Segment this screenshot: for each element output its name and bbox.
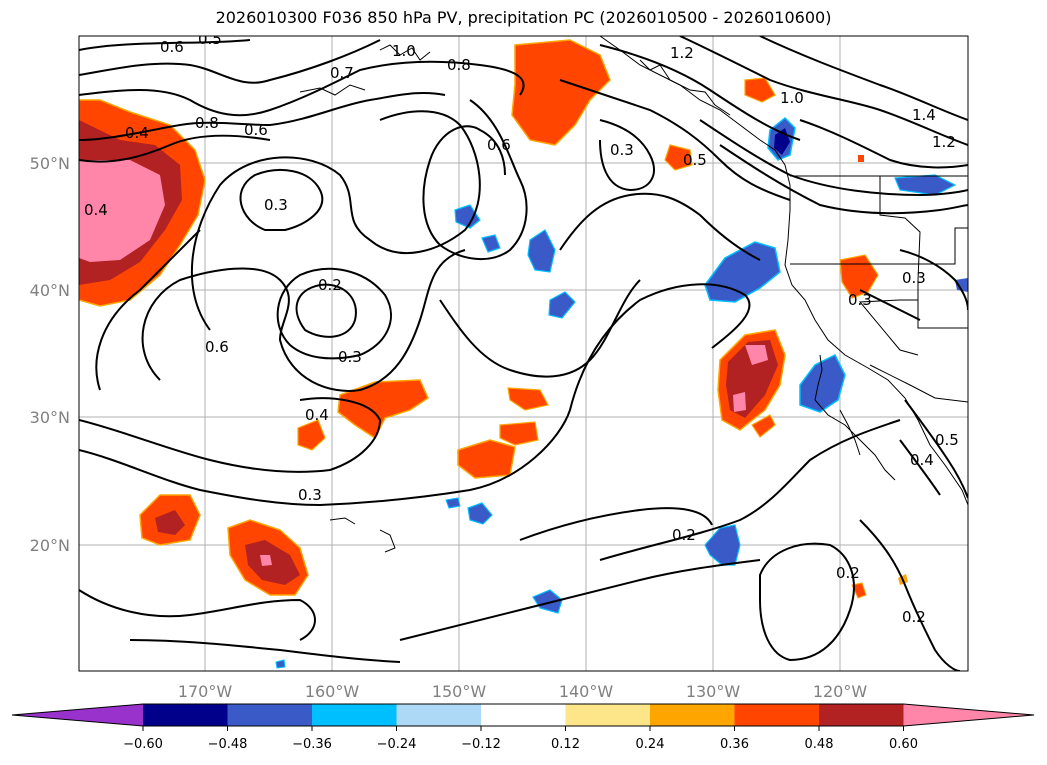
lon-label: 130°W xyxy=(686,682,741,701)
colorbar-segment xyxy=(481,704,566,726)
colorbar-segment xyxy=(227,704,313,726)
contour-label: 0.3 xyxy=(610,141,634,159)
colorbar-segment xyxy=(650,704,735,726)
colorbar-segment xyxy=(143,704,228,726)
colorbar-tick-label: −0.36 xyxy=(292,737,332,752)
contour-label: 0.8 xyxy=(447,56,471,74)
map-frame xyxy=(78,35,969,672)
colorbar-segment xyxy=(565,704,651,726)
lat-label: 50°N xyxy=(30,154,70,173)
contour-label: 0.5 xyxy=(935,431,959,449)
contour-label: 0.3 xyxy=(848,291,872,309)
contour-label: 0.7 xyxy=(330,64,354,82)
contour-label: 0.2 xyxy=(318,276,342,294)
colorbar-tick-label: −0.12 xyxy=(461,737,501,752)
contour-label: 0.6 xyxy=(244,121,268,139)
longitude-labels: 170°W 160°W 150°W 140°W 130°W 120°W xyxy=(178,682,868,701)
colorbar-segment xyxy=(396,704,482,726)
lat-label: 20°N xyxy=(30,536,70,555)
contour-label: 1.4 xyxy=(912,106,936,124)
lon-label: 170°W xyxy=(178,682,233,701)
contour-label: 0.3 xyxy=(338,348,362,366)
lon-label: 150°W xyxy=(432,682,487,701)
colorbar-tick-label: 0.60 xyxy=(889,737,918,752)
contour-label: 1.0 xyxy=(780,89,804,107)
contour-label: 0.5 xyxy=(198,30,222,48)
contour-label: 1.2 xyxy=(932,133,956,151)
contour-label: 0.2 xyxy=(902,608,926,626)
contour-label: 0.4 xyxy=(910,451,934,469)
colorbar-tick-label: 0.12 xyxy=(551,737,580,752)
colorbar-tick-label: −0.24 xyxy=(377,737,417,752)
contour-label: 0.3 xyxy=(902,269,926,287)
gridlines xyxy=(79,36,968,671)
colorbar-tick-label: −0.60 xyxy=(123,737,163,752)
contour-label: 1.0 xyxy=(392,42,416,60)
colorbar-tick-label: 0.48 xyxy=(805,737,834,752)
lon-label: 120°W xyxy=(813,682,868,701)
contour-label: 0.6 xyxy=(205,338,229,356)
colorbar: −0.60 −0.48 −0.36 −0.24 −0.12 0.12 0.24 0.36 0.4… xyxy=(11,703,1035,752)
contour-label: 0.3 xyxy=(298,486,322,504)
contour-label: 0.6 xyxy=(487,136,511,154)
contour-label: 0.5 xyxy=(683,151,707,169)
contour-label: 0.8 xyxy=(195,114,219,132)
colorbar-extend-high xyxy=(903,704,1034,726)
precip-positive-areas xyxy=(79,39,908,599)
contour-label: 0.4 xyxy=(84,201,108,219)
contour-labels: 0.6 0.5 0.7 0.8 1.0 1.2 0.4 0.8 0.6 0.3 … xyxy=(84,30,959,626)
contour-label: 0.3 xyxy=(264,196,288,214)
colorbar-segment xyxy=(312,704,397,726)
colorbar-tick-label: 0.24 xyxy=(636,737,665,752)
contour-label: 1.2 xyxy=(670,44,694,62)
colorbar-segment xyxy=(819,704,904,726)
colorbar-tick-label: 0.36 xyxy=(720,737,749,752)
lon-label: 160°W xyxy=(305,682,360,701)
map-title: 2026010300 F036 850 hPa PV, precipitatio… xyxy=(215,8,832,27)
contour-label: 0.4 xyxy=(305,406,329,424)
contour-label: 0.2 xyxy=(672,526,696,544)
contour-label: 0.6 xyxy=(160,38,184,56)
latitude-labels: 50°N 40°N 30°N 20°N xyxy=(30,154,70,555)
pv-contours xyxy=(79,36,968,671)
contour-label: 0.2 xyxy=(836,564,860,582)
colorbar-segment xyxy=(734,704,820,726)
lon-label: 140°W xyxy=(559,682,614,701)
colorbar-tick-label: −0.48 xyxy=(208,737,248,752)
map-panel: 0.6 0.5 0.7 0.8 1.0 1.2 0.4 0.8 0.6 0.3 … xyxy=(79,30,968,671)
colorbar-extend-low xyxy=(12,704,143,726)
contour-label: 0.4 xyxy=(125,124,149,142)
lat-label: 40°N xyxy=(30,281,70,300)
lat-label: 30°N xyxy=(30,408,70,427)
